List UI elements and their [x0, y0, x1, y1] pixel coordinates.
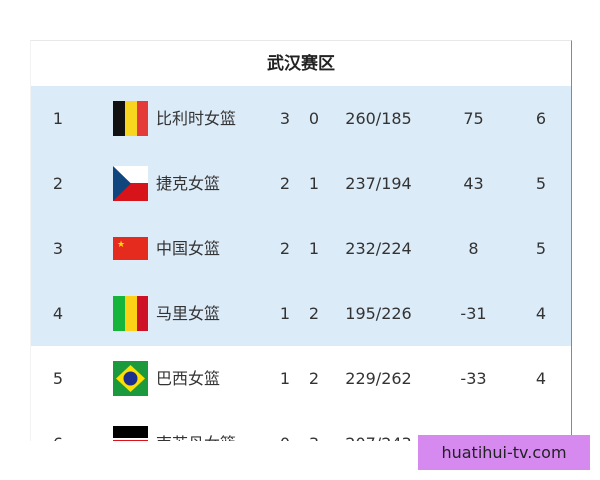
mali-flag-icon	[113, 296, 148, 331]
team-name: 中国女篮	[156, 239, 221, 258]
wins: 0	[279, 411, 291, 441]
team-name: 南苏丹女篮	[156, 411, 236, 441]
point-difference: 43	[463, 174, 484, 193]
china-flag-icon: ★	[113, 231, 148, 266]
south-sudan-flag-icon	[113, 426, 148, 441]
table-row: 5 巴西女篮 1 2 229/262 -33 4	[31, 346, 571, 411]
svg-text:★: ★	[117, 240, 125, 250]
team-name: 比利时女篮	[156, 109, 237, 128]
losses: 0	[308, 109, 320, 128]
losses: 2	[308, 304, 320, 323]
table-row: 3 ★ 中国女篮 2 1 232/224 8 5	[31, 216, 571, 281]
rank: 6	[51, 411, 65, 441]
rank: 5	[52, 369, 64, 388]
table-row: 2 捷克女篮 2 1 237/194 43 5	[31, 151, 571, 216]
table-row: 4 马里女篮 1 2 195/226 -31 4	[31, 281, 571, 346]
points-for-against: 237/194	[345, 174, 412, 193]
rank: 4	[52, 304, 64, 323]
standing-points: 4	[535, 369, 547, 388]
losses: 1	[308, 239, 320, 258]
belgium-flag-icon	[113, 101, 148, 136]
team-name: 捷克女篮	[156, 174, 221, 193]
point-difference: -33	[460, 369, 487, 388]
table-row: 1 比利时女篮 3 0 260/185 75 6	[31, 86, 571, 151]
team-name: 巴西女篮	[156, 369, 221, 388]
points-for-against: 232/224	[345, 239, 412, 258]
standing-points: 5	[535, 174, 547, 193]
rank: 3	[52, 239, 64, 258]
losses: 2	[308, 369, 320, 388]
point-difference: 8	[468, 239, 479, 258]
table-title: 武汉赛区	[267, 54, 335, 74]
team-name: 马里女篮	[156, 304, 221, 323]
czech-flag-icon	[113, 166, 148, 201]
points-for-against: 195/226	[345, 304, 412, 323]
standing-points: 4	[535, 304, 547, 323]
wins: 1	[279, 304, 291, 323]
wins: 2	[279, 239, 291, 258]
point-difference: 75	[463, 109, 484, 128]
rank: 1	[52, 109, 64, 128]
losses: 3	[308, 411, 320, 441]
rank: 2	[52, 174, 64, 193]
losses: 1	[308, 174, 320, 193]
standing-points: 5	[535, 239, 547, 258]
points-for-against: 207/243	[341, 411, 416, 441]
wins: 1	[279, 369, 291, 388]
standing-points: 6	[535, 109, 547, 128]
points-for-against: 229/262	[345, 369, 412, 388]
brazil-flag-icon	[113, 361, 148, 396]
wins: 3	[279, 109, 291, 128]
point-difference: -31	[460, 304, 487, 323]
points-for-against: 260/185	[345, 109, 412, 128]
wins: 2	[279, 174, 291, 193]
watermark: huatihui-tv.com	[418, 435, 590, 470]
